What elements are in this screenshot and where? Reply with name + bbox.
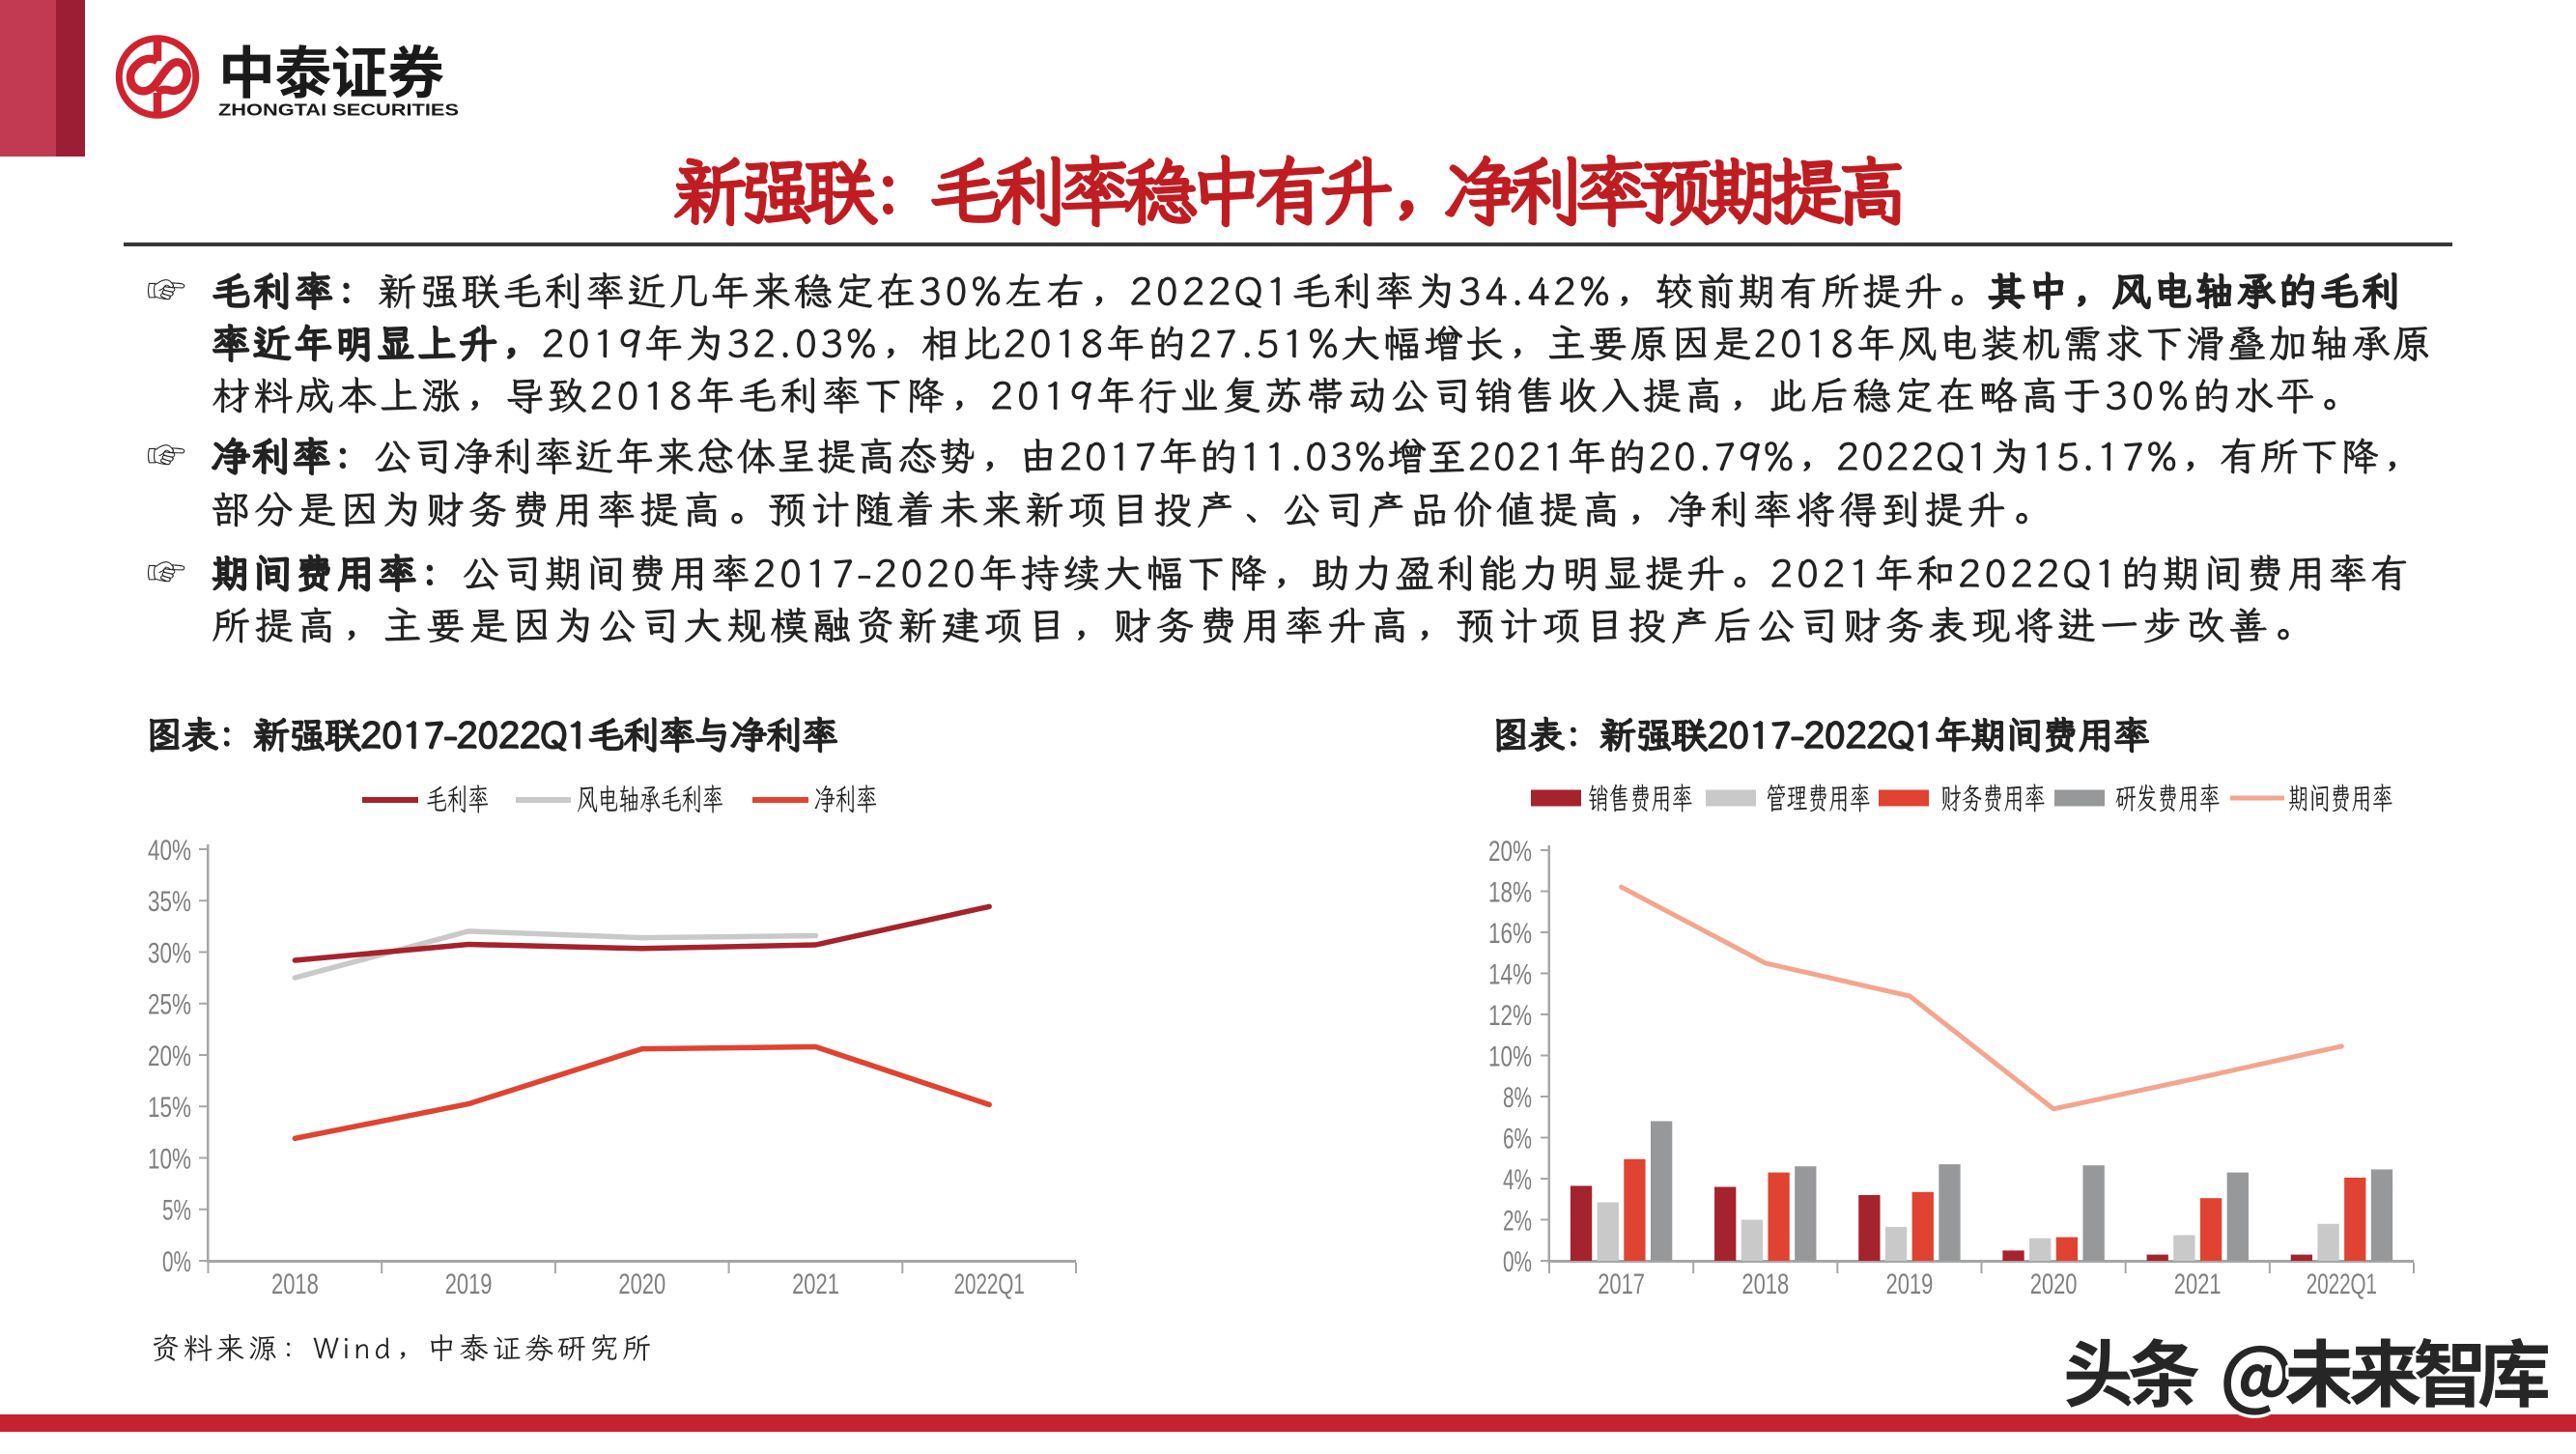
svg-text:12%: 12%: [1488, 1000, 1532, 1032]
svg-text:4%: 4%: [1503, 1164, 1532, 1196]
svg-text:2019: 2019: [1886, 1269, 1934, 1300]
svg-text:2018: 2018: [1741, 1269, 1789, 1300]
svg-text:2022Q1: 2022Q1: [954, 1269, 1025, 1300]
svg-text:2021: 2021: [792, 1269, 839, 1300]
svg-text:30%: 30%: [148, 937, 191, 969]
svg-text:8%: 8%: [1503, 1082, 1532, 1114]
svg-text:40%: 40%: [148, 835, 191, 867]
svg-text:2022Q1: 2022Q1: [2307, 1269, 2377, 1300]
svg-text:20%: 20%: [1488, 836, 1532, 868]
svg-text:35%: 35%: [148, 886, 191, 918]
svg-text:2017: 2017: [1598, 1269, 1645, 1300]
svg-text:10%: 10%: [148, 1143, 191, 1175]
svg-text:2020: 2020: [618, 1269, 665, 1300]
svg-text:20%: 20%: [148, 1041, 191, 1072]
svg-text:ZHONGTAI SECURITIES: ZHONGTAI SECURITIES: [218, 100, 459, 120]
svg-text:16%: 16%: [1488, 918, 1532, 950]
svg-text:18%: 18%: [1488, 876, 1532, 908]
svg-text:2019: 2019: [445, 1269, 493, 1300]
svg-text:2018: 2018: [271, 1269, 319, 1300]
svg-text:0%: 0%: [1503, 1246, 1532, 1278]
svg-text:2021: 2021: [2174, 1269, 2222, 1300]
svg-text:0%: 0%: [162, 1246, 191, 1278]
svg-text:6%: 6%: [1503, 1123, 1532, 1155]
svg-text:5%: 5%: [162, 1195, 191, 1227]
svg-text:10%: 10%: [1488, 1041, 1532, 1072]
svg-text:15%: 15%: [148, 1092, 191, 1124]
svg-text:2020: 2020: [2030, 1269, 2078, 1300]
svg-text:14%: 14%: [1488, 958, 1532, 990]
svg-text:25%: 25%: [148, 989, 191, 1021]
svg-text:2%: 2%: [1503, 1205, 1532, 1237]
